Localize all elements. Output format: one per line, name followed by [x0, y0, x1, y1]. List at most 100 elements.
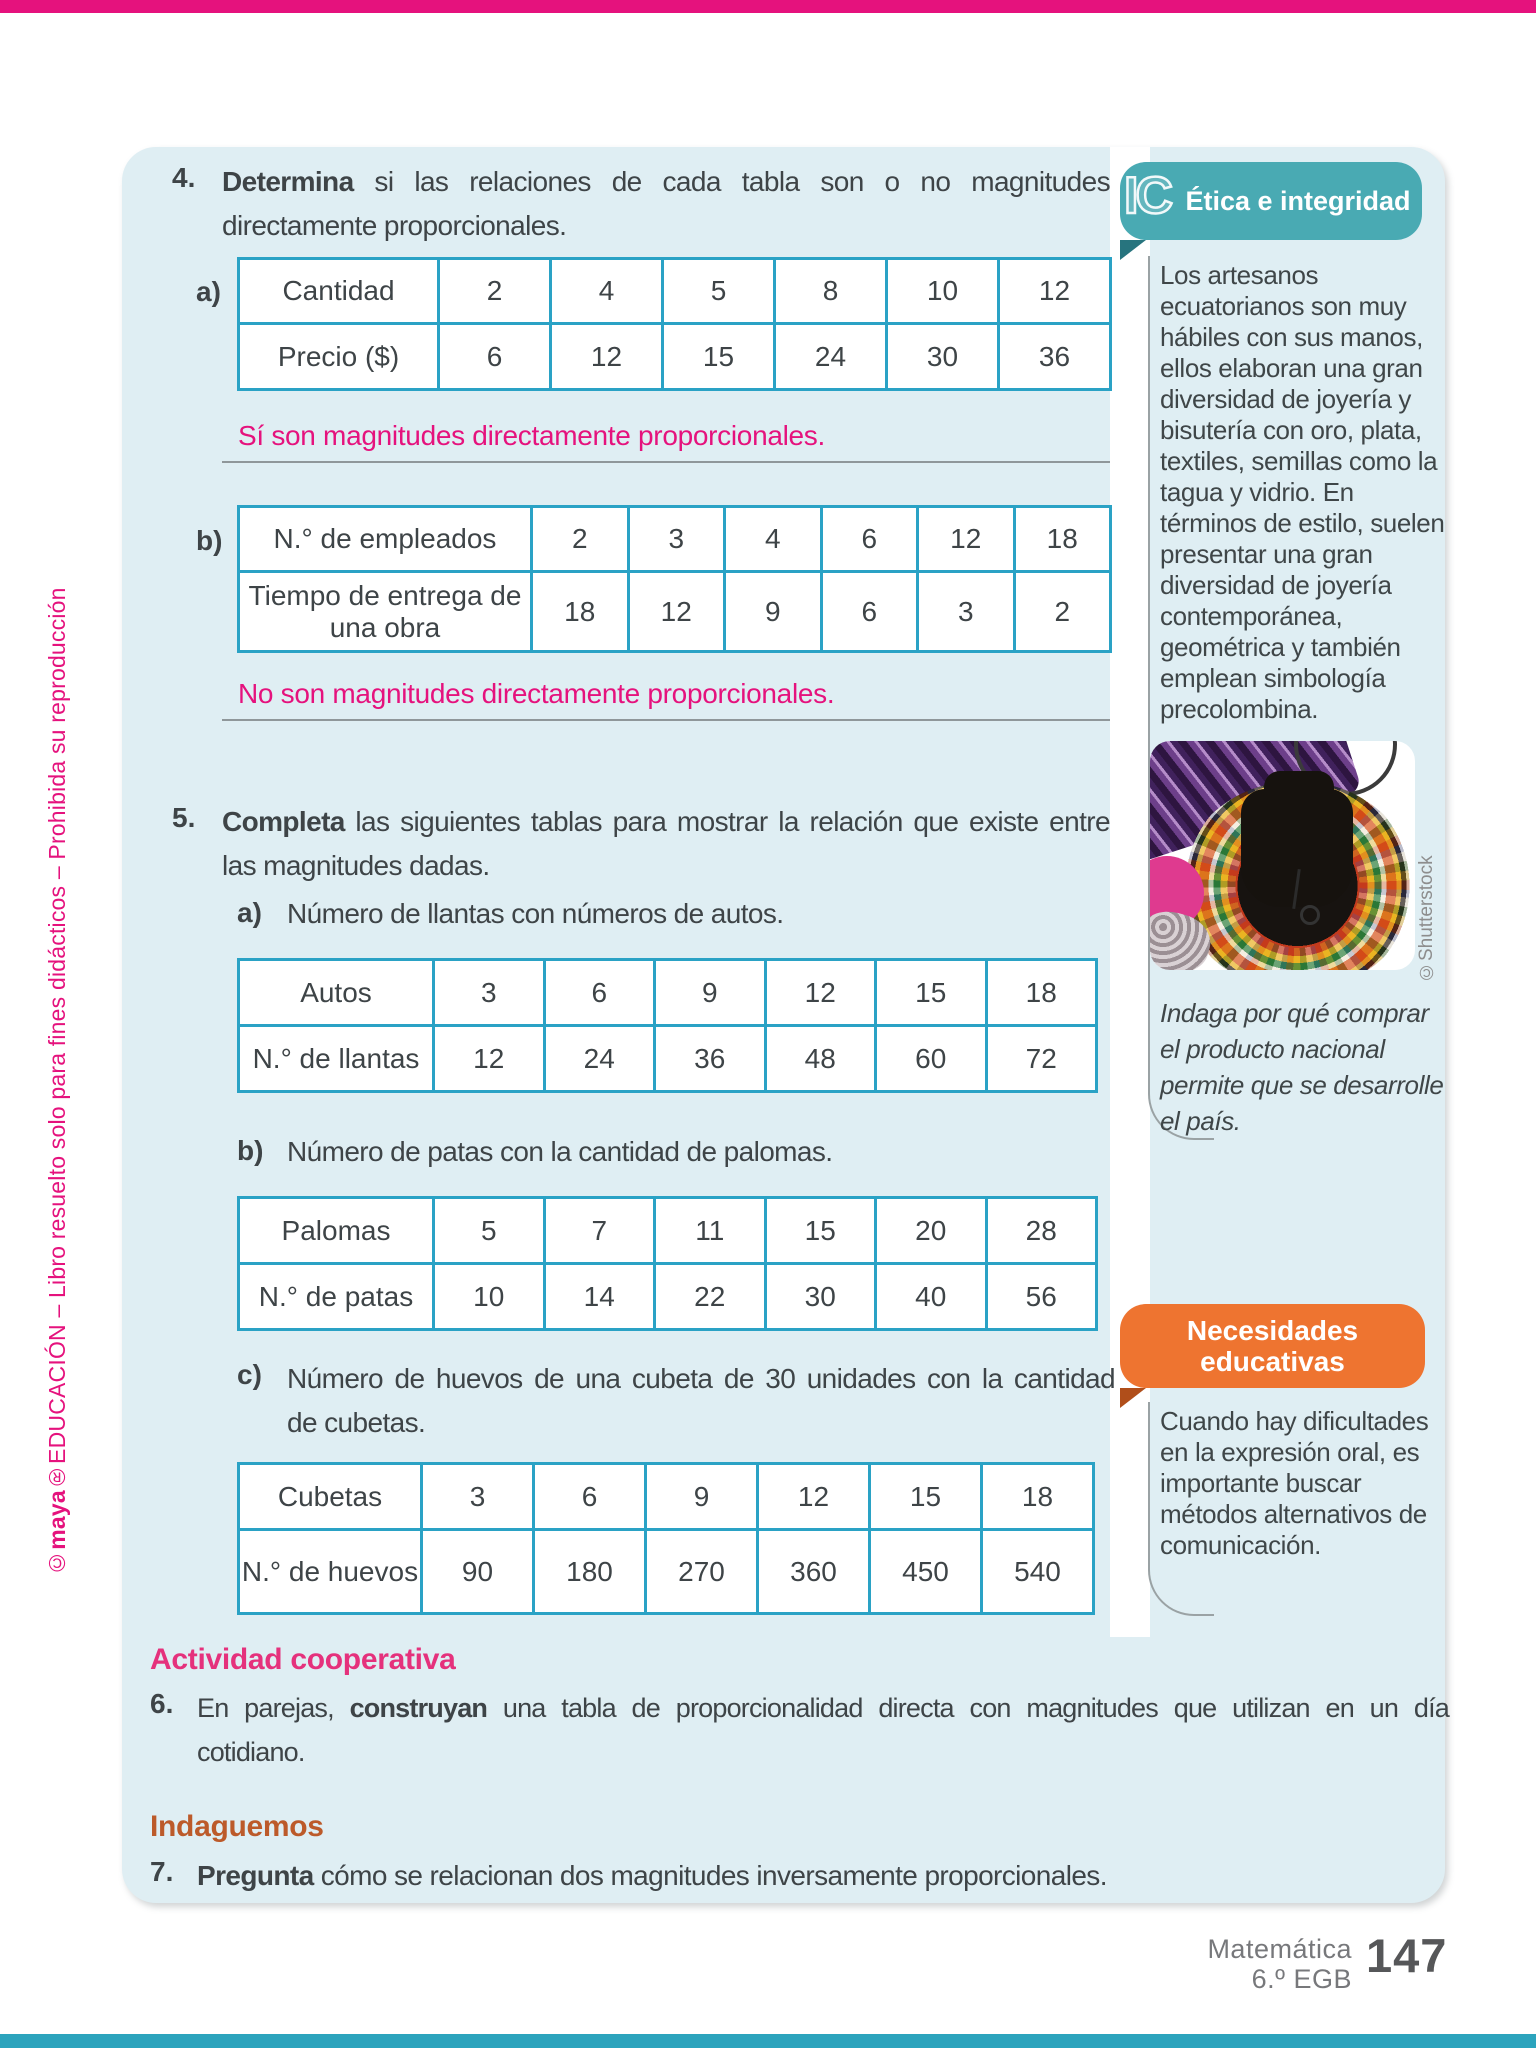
exercise6-statement: En parejas, construyan una tabla de prop… [197, 1686, 1450, 1774]
needs-badge: Necesidades educativas [1120, 1304, 1425, 1388]
row-label: Precio ($) [237, 322, 440, 391]
ethics-body-text: Los artesanos ecuatorianos son muy hábil… [1160, 260, 1445, 724]
exercise5-line2: las magnitudes dadas. [222, 850, 490, 881]
inquiry-heading: Indaguemos [150, 1810, 324, 1843]
exercise5-number: 5. [172, 802, 196, 833]
exercise6-line2: cotidiano. [197, 1737, 305, 1767]
cell: 3 [626, 505, 726, 573]
answer-cell: 60 [874, 1024, 988, 1093]
exercise5-line1-rest: las siguientes tablas para mostrar la re… [344, 806, 1110, 837]
answer-line-b: No son magnitudes directamente proporcio… [222, 678, 1110, 721]
cell: 6 [819, 570, 919, 653]
answer-cell: 10 [432, 1262, 546, 1331]
cell: 10 [885, 257, 1000, 325]
brand-name: maya [44, 1490, 70, 1550]
row-label: N.° de patas [237, 1262, 435, 1331]
cell: 8 [773, 257, 888, 325]
cell: 6 [532, 1462, 647, 1531]
item-a-marker: a) [196, 276, 221, 307]
table-cantidad-precio: Cantidad 2 4 5 8 10 12 Precio ($) 6 12 1… [237, 257, 1112, 391]
exercise4-line2: directamente proporcionales. [222, 210, 567, 241]
row-label: Tiempo de entrega de una obra [237, 570, 533, 653]
cell: 20 [874, 1196, 988, 1265]
cell: 15 [874, 958, 988, 1027]
cell: 7 [542, 1196, 656, 1265]
copyright-text: ®EDUCACIÓN – Libro resuelto solo para fi… [44, 587, 70, 1491]
answer-cell: 22 [653, 1262, 767, 1331]
answer-cell: 12 [432, 1024, 546, 1093]
answer-cell: 72 [984, 1024, 1098, 1093]
exercise4-line1-rest: si las relaciones de cada tabla son o no… [353, 166, 1110, 197]
copyright-prefix: © [44, 1549, 70, 1576]
exercise6-line1: En parejas, construyan una tabla de prop… [197, 1686, 1450, 1730]
ic-logo-icon: IC [1123, 166, 1175, 227]
row-label: N.° de llantas [237, 1024, 435, 1093]
exercise5-statement: Completa las siguientes tablas para most… [222, 800, 1111, 888]
table-empleados-tiempo: N.° de empleados 2 3 4 6 12 18 Tiempo de… [237, 505, 1112, 653]
cell: 4 [549, 257, 664, 325]
answer-cell: 36 [653, 1024, 767, 1093]
answer-cell: 270 [644, 1528, 759, 1615]
exercise4-verb: Determina [222, 166, 354, 197]
ethics-badge: Ética e integridad [1120, 162, 1422, 240]
needs-badge-line2: educativas [1200, 1346, 1345, 1377]
row-label: N.° de empleados [237, 505, 533, 573]
answer-cell: 360 [756, 1528, 871, 1615]
cell: 30 [885, 322, 1000, 391]
needs-badge-line1: Necesidades [1186, 1315, 1359, 1346]
cell: 12 [916, 505, 1016, 573]
answer-cell: 14 [542, 1262, 656, 1331]
cooperative-activity-heading: Actividad cooperativa [150, 1643, 456, 1676]
bottom-edge-band [0, 2034, 1536, 2048]
cell: 12 [549, 322, 664, 391]
answer-cell: 40 [874, 1262, 988, 1331]
cell: 6 [542, 958, 656, 1027]
ethics-note-text: Indaga por qué comprar el producto nacio… [1160, 998, 1444, 1136]
cell: 11 [653, 1196, 767, 1265]
item-5b-marker: b) [237, 1135, 264, 1166]
answer-cell: 90 [420, 1528, 535, 1615]
photo-credit: ©Shutterstock [1416, 855, 1437, 982]
cell: 18 [980, 1462, 1095, 1531]
row-label: Cantidad [237, 257, 440, 325]
row-label: Palomas [237, 1196, 435, 1265]
jewelry-photo [1150, 741, 1415, 970]
cell: 2 [1012, 570, 1112, 653]
needs-badge-fold [1120, 1388, 1146, 1408]
answer-cell: 48 [763, 1024, 877, 1093]
cell: 9 [644, 1462, 759, 1531]
row-label: Cubetas [237, 1462, 423, 1531]
item-5a-text: Número de llantas con números de autos. [287, 898, 784, 929]
ethics-badge-fold [1120, 240, 1146, 260]
earring-hoop [1300, 905, 1320, 925]
cell: 2 [437, 257, 552, 325]
cell: 5 [661, 257, 776, 325]
item-b-marker: b) [196, 525, 223, 556]
top-edge-band [0, 0, 1536, 13]
table-autos-llantas: Autos 3 6 9 12 15 18 N.° de llantas 12 2… [237, 958, 1098, 1093]
item-5c-text: Número de huevos de una cubeta de 30 uni… [287, 1357, 1116, 1445]
exercise7-statement: Pregunta cómo se relacionan dos magnitud… [197, 1854, 1457, 1898]
exercise6-pre: En parejas, [197, 1693, 350, 1723]
exercise4-line1: Determina si las relaciones de cada tabl… [222, 160, 1111, 204]
answer-cell: 450 [868, 1528, 983, 1615]
cell: 18 [530, 570, 630, 653]
cell: 12 [997, 257, 1112, 325]
footer-subject: Matemática [1207, 1934, 1352, 1964]
item-5c-line2: de cubetas. [287, 1407, 426, 1438]
cell: 5 [432, 1196, 546, 1265]
answer-line-a: Sí son magnitudes directamente proporcio… [222, 420, 1110, 463]
exercise7-number: 7. [150, 1856, 174, 1887]
item-5c-marker: c) [237, 1359, 262, 1390]
needs-body-text: Cuando hay dificultades en la expresión … [1160, 1406, 1429, 1560]
exercise6-number: 6. [150, 1688, 174, 1719]
cell: 18 [984, 958, 1098, 1027]
answer-cell: 24 [542, 1024, 656, 1093]
row-label: Autos [237, 958, 435, 1027]
cell: 12 [626, 570, 726, 653]
cell: 24 [773, 322, 888, 391]
cell: 36 [997, 322, 1112, 391]
answer-cell: 180 [532, 1528, 647, 1615]
row-label: N.° de huevos [237, 1528, 423, 1615]
